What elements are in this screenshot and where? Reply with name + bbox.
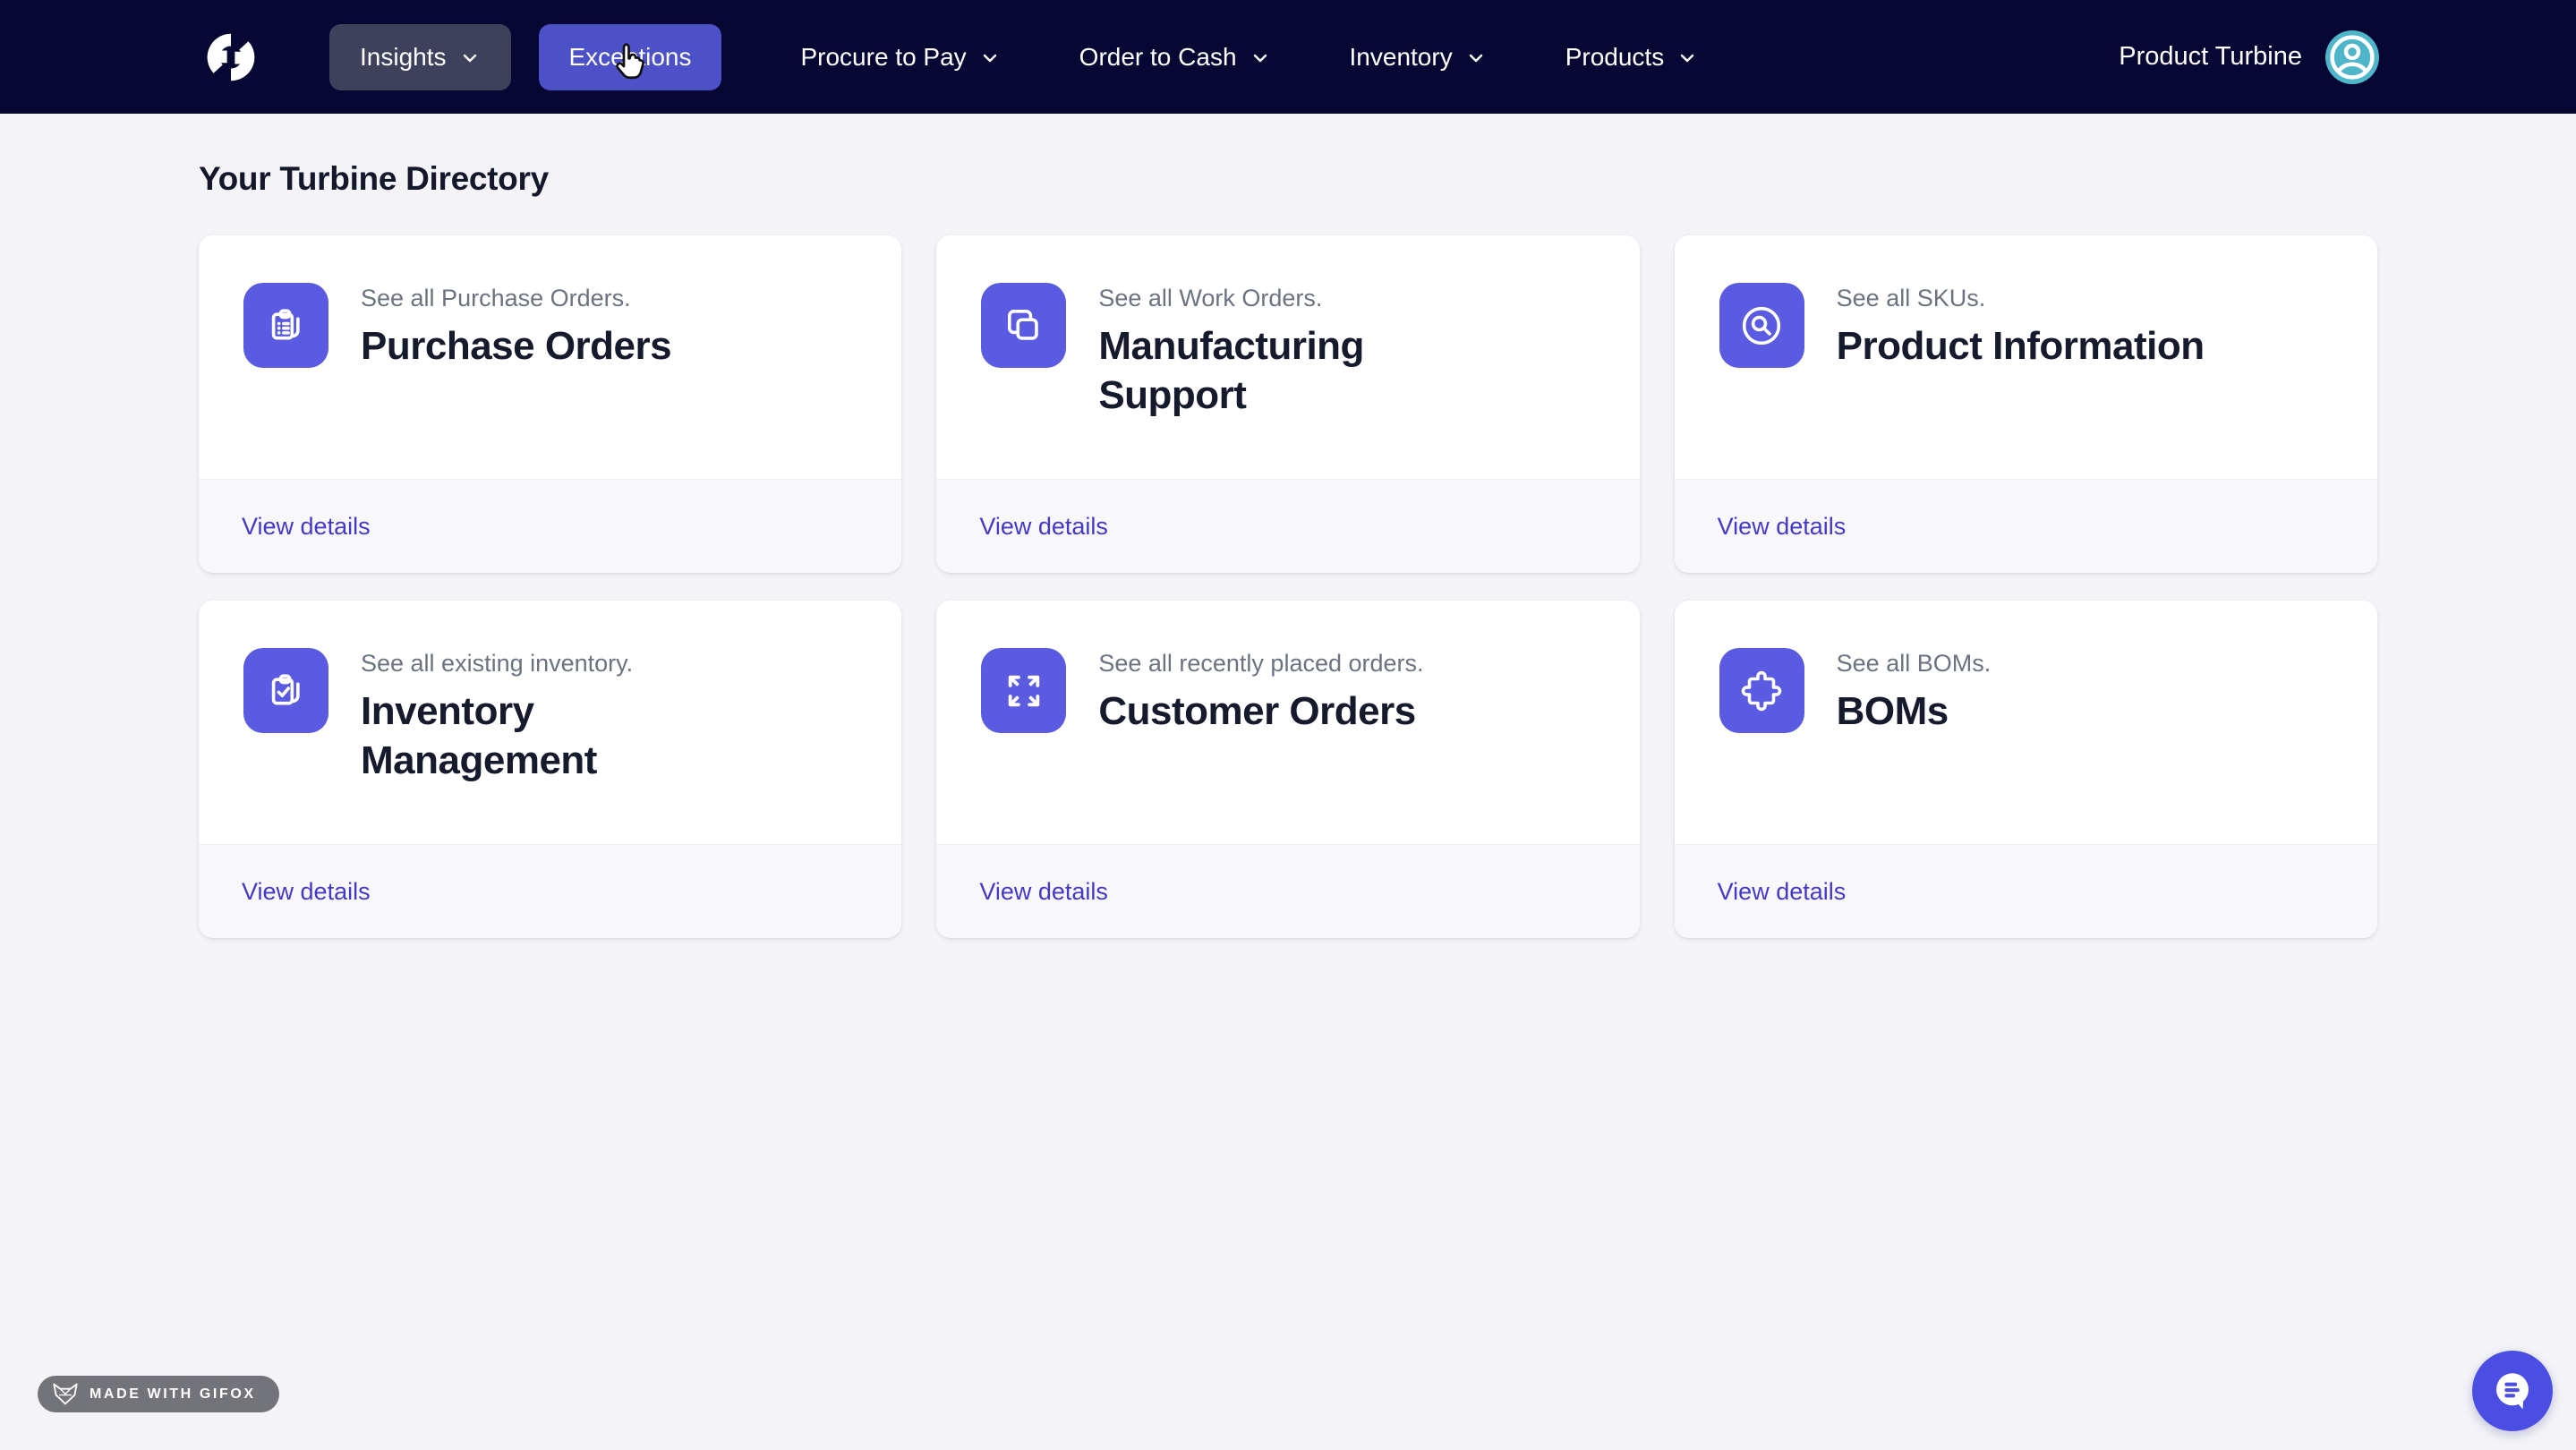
- nav-item-procure-to-pay[interactable]: Procure to Pay: [800, 43, 1000, 72]
- nav-item-label: Order to Cash: [1079, 42, 1237, 71]
- clipboard-check-icon: [271, 673, 300, 705]
- card-product-information: See all SKUs. Product Information View d…: [1674, 235, 2377, 573]
- card-footer: View details: [936, 844, 1640, 938]
- copy-icon: [1007, 309, 1038, 340]
- card-subtitle: See all SKUs.: [1836, 285, 1986, 311]
- card-body: See all recently placed orders. Customer…: [936, 601, 1639, 844]
- card-footer: View details: [1674, 479, 2377, 573]
- view-details-link[interactable]: View details: [979, 512, 1108, 540]
- card-inventory-management: See all existing inventory. Inventory Ma…: [199, 601, 902, 938]
- view-details-link[interactable]: View details: [979, 877, 1108, 905]
- card-footer: View details: [199, 479, 902, 573]
- chevron-down-icon: [463, 54, 476, 63]
- card-text: See all Purchase Orders. Purchase Orders: [361, 283, 672, 479]
- card-body: See all SKUs. Product Information: [1675, 235, 2377, 479]
- clipboard-list-icon: [271, 308, 300, 340]
- card-icon-tile: [1719, 648, 1804, 733]
- arrows-expand-icon: [1008, 675, 1040, 706]
- nav-item-inventory[interactable]: Inventory: [1350, 43, 1487, 72]
- page-title: Your Turbine Directory: [199, 160, 549, 197]
- nav-item-order-to-cash[interactable]: Order to Cash: [1079, 43, 1271, 72]
- view-details-link[interactable]: View details: [242, 877, 371, 905]
- card-text: See all existing inventory. Inventory Ma…: [361, 648, 763, 844]
- card-icon-tile: [243, 648, 328, 733]
- nav-item-label: Inventory: [1349, 42, 1453, 71]
- card-text: See all SKUs. Product Information: [1837, 283, 2205, 479]
- nav-item-label: Products: [1565, 42, 1665, 71]
- card-footer: View details: [199, 844, 902, 938]
- card-subtitle: See all recently placed orders.: [1098, 650, 1424, 677]
- turbine-logo[interactable]: [204, 30, 258, 84]
- user-avatar[interactable]: [2325, 30, 2379, 84]
- main-content: Your Turbine Directory See all Pu: [0, 160, 2576, 938]
- nav-item-exceptions[interactable]: Exceptions: [538, 23, 722, 90]
- card-footer: View details: [936, 479, 1640, 573]
- card-body: See all BOMs. BOMs: [1675, 601, 2377, 844]
- search-circle-icon: [1743, 306, 1781, 345]
- view-details-link[interactable]: View details: [1717, 877, 1847, 905]
- chevron-down-icon: [983, 54, 996, 63]
- card-title: Customer Orders: [1098, 689, 1416, 733]
- user-circle-icon: [2330, 34, 2375, 80]
- chevron-down-icon: [1469, 54, 1482, 63]
- chevron-down-icon: [1253, 54, 1267, 63]
- card-body: See all Purchase Orders. Purchase Orders: [199, 235, 901, 479]
- card-subtitle: See all existing inventory.: [361, 650, 634, 677]
- card-text: See all recently placed orders. Customer…: [1098, 648, 1423, 844]
- card-subtitle: See all BOMs.: [1836, 650, 1992, 677]
- puzzle-icon: [1741, 670, 1782, 711]
- view-details-link[interactable]: View details: [1717, 512, 1847, 540]
- card-icon-tile: [243, 283, 328, 368]
- card-title: Manufacturing Support: [1098, 324, 1364, 417]
- card-icon-tile: [1719, 283, 1804, 368]
- gifox-watermark: MADE WITH GIFOX: [38, 1376, 279, 1412]
- nav-user-area: Product Turbine: [2119, 30, 2379, 84]
- chat-launcher-button[interactable]: [2472, 1351, 2553, 1431]
- nav-item-insights[interactable]: Insights: [329, 23, 511, 90]
- chevron-down-icon: [1681, 54, 1694, 63]
- card-title: BOMs: [1836, 689, 1949, 733]
- card-body: See all Work Orders. Manufacturing Suppo…: [936, 235, 1639, 479]
- card-text: See all Work Orders. Manufacturing Suppo…: [1098, 283, 1501, 479]
- card-body: See all existing inventory. Inventory Ma…: [199, 601, 901, 844]
- top-navbar: Insights Exceptions Procure to Pay Order…: [0, 0, 2576, 114]
- nav-item-label: Insights: [360, 42, 447, 71]
- user-name: Product Turbine: [2119, 42, 2302, 71]
- chat-bubble-icon: [2496, 1373, 2529, 1410]
- card-boms: See all BOMs. BOMs View details: [1674, 601, 2377, 938]
- card-footer: View details: [1674, 844, 2377, 938]
- card-title: Inventory Management: [361, 689, 597, 782]
- gifox-watermark-label: MADE WITH GIFOX: [90, 1386, 256, 1402]
- card-icon-tile: [981, 648, 1067, 733]
- view-details-link[interactable]: View details: [242, 512, 371, 540]
- nav-item-label: Procure to Pay: [800, 42, 967, 71]
- card-text: See all BOMs. BOMs: [1837, 648, 1992, 844]
- card-subtitle: See all Work Orders.: [1098, 285, 1323, 311]
- card-title: Purchase Orders: [361, 324, 672, 368]
- nav-item-label: Exceptions: [568, 42, 692, 71]
- card-icon-tile: [981, 283, 1067, 368]
- card-purchase-orders: See all Purchase Orders. Purchase Orders…: [199, 235, 902, 573]
- card-manufacturing-support: See all Work Orders. Manufacturing Suppo…: [936, 235, 1640, 573]
- card-subtitle: See all Purchase Orders.: [361, 285, 631, 311]
- gifox-fox-icon: [53, 1383, 78, 1404]
- card-customer-orders: See all recently placed orders. Customer…: [936, 601, 1640, 938]
- nav-item-products[interactable]: Products: [1565, 43, 1699, 72]
- card-title: Product Information: [1836, 324, 2205, 368]
- directory-card-grid: See all Purchase Orders. Purchase Orders…: [199, 235, 2377, 938]
